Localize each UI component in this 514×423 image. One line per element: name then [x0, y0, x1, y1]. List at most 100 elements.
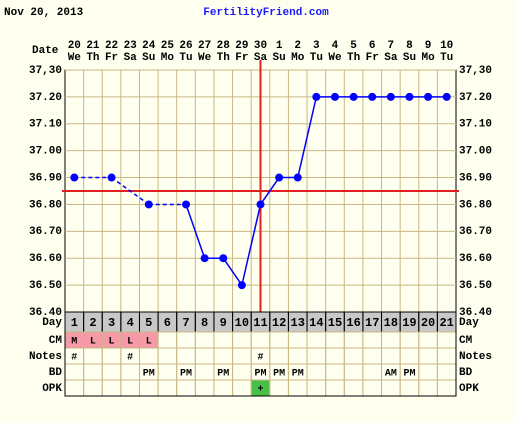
date-label: 20: [68, 40, 81, 52]
cell-text: 2: [89, 316, 96, 330]
y-tick-label: 37.00: [29, 146, 62, 158]
date-label: 8: [406, 40, 413, 52]
weekday-label: We: [198, 52, 212, 64]
temp-segment: [241, 204, 262, 286]
cell-text: #: [71, 353, 77, 364]
temp-segment: [111, 176, 150, 206]
weekday-label: Su: [273, 52, 286, 64]
row-label-right: CM: [459, 335, 473, 347]
date-label: 4: [332, 40, 339, 52]
cell-text: 13: [291, 316, 305, 330]
cell-text: L: [127, 337, 133, 348]
temp-point: [312, 92, 321, 101]
cell-text: L: [109, 337, 115, 348]
cell-text: AM: [385, 369, 397, 380]
weekday-label: Tu: [310, 52, 323, 64]
cell-text: PM: [403, 369, 415, 380]
cell-highlight: [102, 332, 121, 348]
temp-point: [330, 92, 339, 101]
cell-text: PM: [180, 369, 192, 380]
cell-text: 18: [384, 316, 398, 330]
date-label: 26: [179, 40, 192, 52]
y-tick-label-right: 37.20: [459, 92, 492, 104]
temp-point: [349, 92, 358, 101]
date-label: 7: [388, 40, 395, 52]
cell-text: 9: [220, 316, 227, 330]
temp-segment: [222, 257, 243, 286]
cell-text: L: [146, 337, 152, 348]
date-label: 10: [440, 40, 453, 52]
cell-text: PM: [292, 369, 304, 380]
date-label: 23: [124, 40, 138, 52]
cell-text: 1: [71, 316, 78, 330]
y-tick-label: 37.10: [29, 119, 62, 131]
y-tick-label: 36.70: [29, 226, 62, 238]
temp-point: [70, 173, 79, 182]
cell-text: 16: [346, 316, 360, 330]
row-label-right: Notes: [459, 351, 492, 363]
cell-text: 7: [182, 316, 189, 330]
weekday-label: We: [328, 52, 342, 64]
temp-point: [200, 254, 209, 263]
cell-highlight: [139, 332, 159, 348]
weekday-label: Mo: [421, 52, 435, 64]
temp-point: [182, 200, 191, 209]
y-tick-label: 37.20: [29, 92, 62, 104]
temp-point: [275, 173, 284, 182]
weekday-label: Sa: [124, 52, 138, 64]
cell-text: 11: [253, 316, 267, 330]
date-label: 22: [105, 40, 118, 52]
cell-text: L: [90, 337, 96, 348]
weekday-label: Fr: [366, 52, 379, 64]
row-label: BD: [49, 367, 63, 379]
date-label: 24: [142, 40, 156, 52]
weekday-label: Su: [403, 52, 416, 64]
y-tick-label: 36.50: [29, 280, 62, 292]
date-label: 5: [350, 40, 357, 52]
temp-segment: [297, 96, 318, 178]
cell-text: 10: [235, 316, 249, 330]
weekday-label: Fr: [235, 52, 248, 64]
row-label: Notes: [29, 351, 62, 363]
cell-text: PM: [143, 369, 155, 380]
table-frame: [64, 311, 457, 397]
weekday-label: Fr: [105, 52, 118, 64]
cell-text: 3: [108, 316, 115, 330]
y-tick-label: 36.40: [29, 307, 62, 319]
y-tick-label-right: 37.10: [459, 119, 492, 131]
cell-text: 17: [365, 316, 379, 330]
chart-date: Nov 20, 2013: [4, 7, 84, 19]
temp-point: [219, 254, 228, 263]
date-label: 30: [254, 40, 267, 52]
temp-point: [442, 92, 451, 101]
date-label: Date: [32, 45, 59, 57]
cell-text: 21: [439, 316, 453, 330]
temp-point: [144, 200, 153, 209]
cell-text: M: [71, 337, 77, 348]
y-tick-label-right: 36.70: [459, 226, 492, 238]
weekday-label: Tu: [440, 52, 453, 64]
date-label: 3: [313, 40, 320, 52]
temp-point: [368, 92, 377, 101]
date-label: 29: [235, 40, 248, 52]
date-label: 2: [294, 40, 301, 52]
chart-title: FertilityFriend.com: [203, 7, 329, 19]
weekday-label: Th: [217, 52, 230, 64]
row-label-right: Day: [459, 317, 479, 329]
row-label: CM: [49, 335, 63, 347]
cell-highlight: [65, 332, 84, 348]
cell-text: 6: [164, 316, 171, 330]
y-tick-label-right: 36.60: [459, 253, 492, 265]
temp-point: [107, 173, 116, 182]
y-tick-label-right: 36.50: [459, 280, 492, 292]
temp-point: [293, 173, 302, 182]
date-label: 1: [276, 40, 283, 52]
cell-text: #: [127, 353, 133, 364]
cell-text: 19: [402, 316, 416, 330]
cell-text: PM: [273, 369, 285, 380]
y-tick-label-right: 36.80: [459, 199, 492, 211]
y-tick-label-right: 37.00: [459, 146, 492, 158]
cell-highlight: [120, 332, 140, 348]
y-tick-label: 36.90: [29, 172, 62, 184]
